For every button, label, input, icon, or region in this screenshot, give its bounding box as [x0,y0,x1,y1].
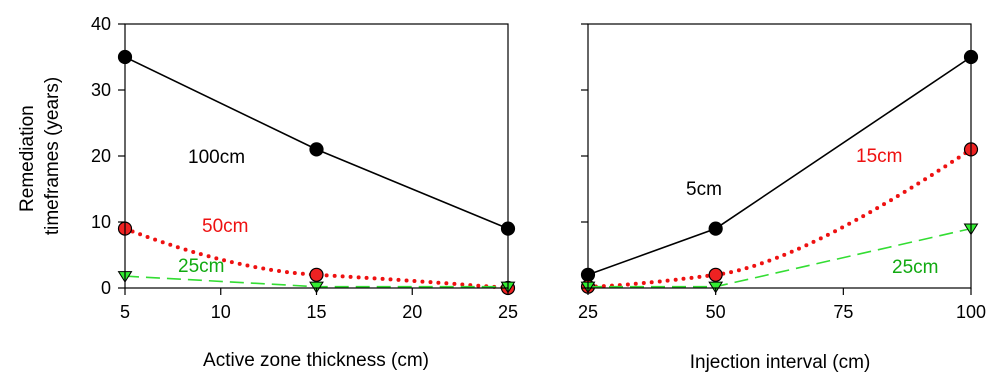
left-series-line-50cm [123,226,510,290]
right-panel: 25 50 75 100 5cm 15cm 25cm Injection interv… [578,23,986,373]
right-point-25cm [708,281,724,294]
left-series-labels: 100cm 50cm 25cm [178,147,248,277]
left-x-axis-title: Active zone thickness (cm) [203,350,429,371]
left-series-label-25cm: 25cm [178,256,224,277]
left-axes: 5 10 15 20 25 0 10 20 30 40 [91,14,518,322]
right-series-line-15cm [586,147,973,289]
right-point-5cm [708,221,723,236]
left-panel: 5 10 15 20 25 0 10 20 30 40 100cm 50cm 25cm Activ… [17,14,518,371]
left-series-label-50cm: 50cm [202,216,248,237]
left-point-100cm [309,142,324,157]
left-y-tick-label: 30 [91,80,111,100]
right-plot-frame [587,23,972,289]
right-point-15cm [708,267,723,282]
right-axes: 25 50 75 100 [578,23,986,322]
left-y-tick-label: 10 [91,212,111,232]
left-x-tick-label: 10 [211,302,231,322]
left-point-25cm [309,281,324,294]
right-series-labels: 5cm 15cm 25cm [686,146,938,278]
left-y-tick-label: 20 [91,146,111,166]
right-x-tick-label: 50 [706,302,726,322]
y-axis-title-line-1: Remediation [17,105,38,212]
left-point-50cm [309,267,324,282]
left-y-tick-label: 40 [91,14,111,34]
left-x-tick-label: 15 [306,302,326,322]
right-x-axis-title: Injection interval (cm) [690,352,871,373]
y-axis-title: Remediation timeframes (years) [17,77,63,235]
left-y-tick-label: 0 [101,278,111,298]
left-series-label-100cm: 100cm [188,147,245,168]
right-series-label-5cm: 5cm [686,179,722,200]
left-x-tick-label: 20 [402,302,422,322]
right-x-tick-label: 100 [956,302,986,322]
left-x-tick-label: 25 [498,302,518,322]
right-x-tick-label: 25 [578,302,598,322]
right-series-label-15cm: 15cm [856,146,902,167]
left-x-tick-label: 5 [120,302,130,322]
y-axis-title-line-2: timeframes (years) [42,77,63,235]
right-series-label-25cm: 25cm [892,257,938,278]
right-series-line-5cm [587,56,972,276]
right-x-tick-label: 75 [833,302,853,322]
